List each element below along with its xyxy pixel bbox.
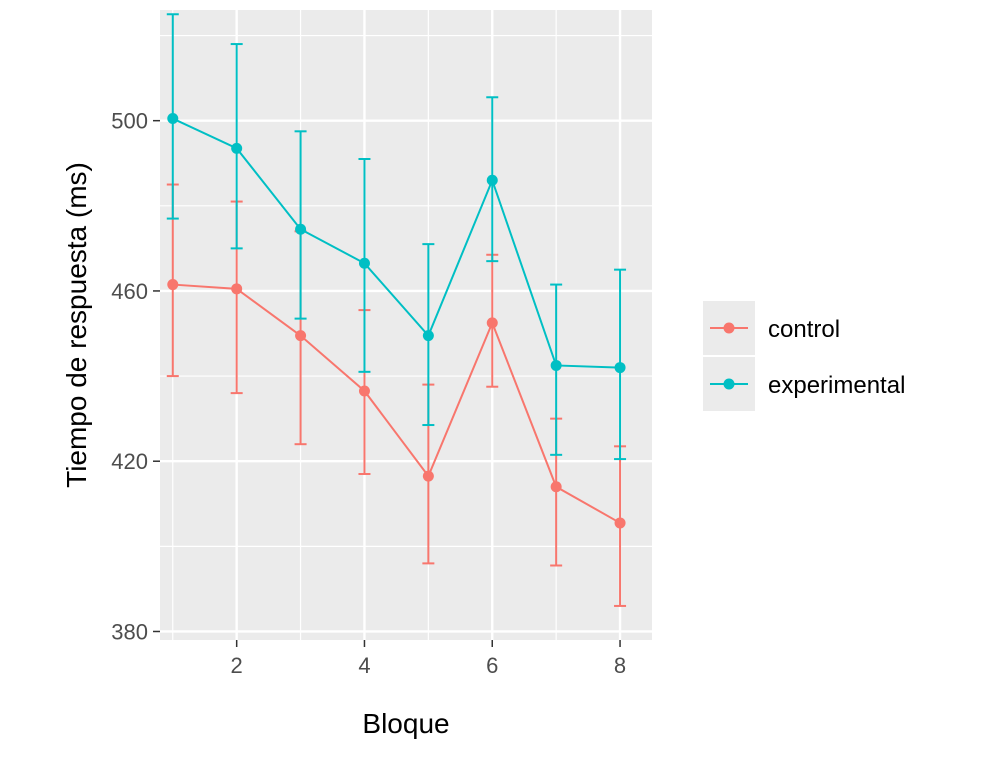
legend-key-point: [723, 378, 735, 390]
y-axis: 380 420 460 500: [111, 109, 160, 644]
legend-key-point: [723, 322, 735, 334]
y-tick-label: 380: [111, 619, 148, 644]
legend-label-experimental: experimental: [768, 372, 905, 399]
y-axis-title: Tiempo de respuesta (ms): [61, 162, 92, 488]
data-point-control: [422, 470, 434, 482]
series-line-experimental: [172, 117, 621, 369]
data-point-control: [295, 330, 307, 342]
data-point-experimental: [295, 223, 307, 235]
data-point-experimental: [422, 330, 434, 342]
data-point-control: [614, 517, 626, 529]
series-points: [167, 113, 626, 529]
series-line-control: [172, 283, 621, 524]
data-point-experimental: [358, 257, 370, 269]
x-tick-label: 4: [358, 653, 370, 678]
y-tick-label: 460: [111, 279, 148, 304]
x-axis-title: Bloque: [362, 708, 449, 739]
y-tick-label: 500: [111, 109, 148, 134]
x-tick-label: 6: [486, 653, 498, 678]
data-point-experimental: [614, 362, 626, 374]
legend: control experimental: [701, 299, 905, 413]
x-tick-label: 8: [614, 653, 626, 678]
y-tick-label: 420: [111, 449, 148, 474]
data-point-control: [550, 481, 562, 493]
x-axis: 2 4 6 8: [231, 640, 626, 678]
data-point-experimental: [231, 142, 243, 154]
x-tick-label: 2: [231, 653, 243, 678]
data-point-control: [486, 317, 498, 329]
data-point-experimental: [486, 174, 498, 186]
data-point-experimental: [550, 359, 562, 371]
data-point-control: [358, 385, 370, 397]
plot-panel: [160, 10, 652, 640]
legend-label-control: control: [768, 316, 840, 343]
data-point-control: [167, 279, 179, 291]
series-lines: [172, 117, 621, 524]
data-point-experimental: [167, 113, 179, 125]
data-point-control: [231, 283, 243, 295]
